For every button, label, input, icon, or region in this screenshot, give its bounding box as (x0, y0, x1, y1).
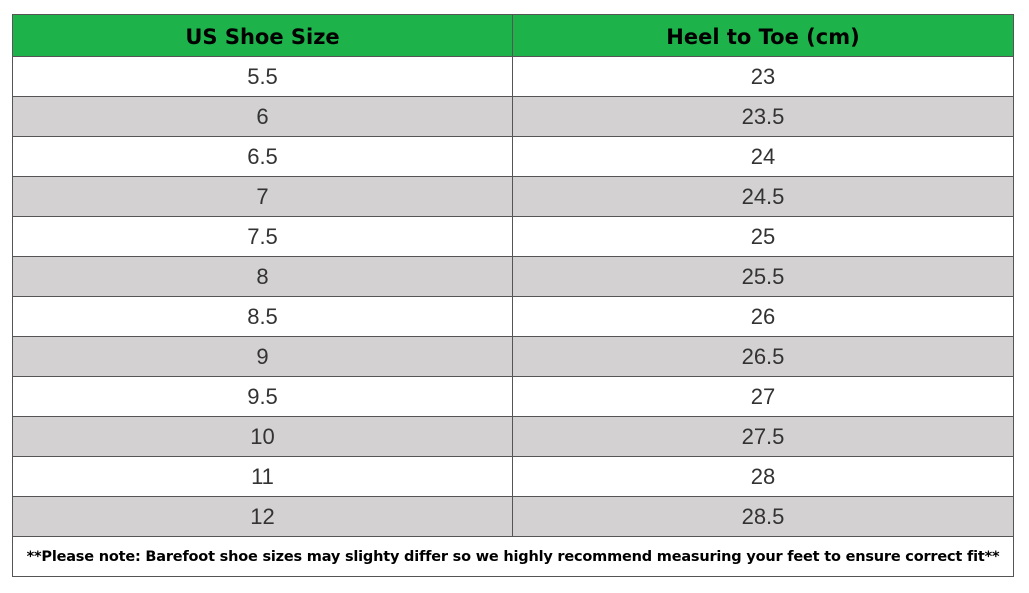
us-size-cell: 12 (12, 496, 513, 537)
us-size-cell: 8.5 (12, 296, 513, 337)
table-row: 5.5 23 (12, 56, 1014, 97)
table-row: 7 24.5 (12, 176, 1014, 217)
heel-to-toe-cell: 27 (512, 376, 1014, 417)
heel-to-toe-cell: 28 (512, 456, 1014, 497)
heel-to-toe-cell: 26.5 (512, 336, 1014, 377)
us-size-cell: 5.5 (12, 56, 513, 97)
heel-to-toe-cell: 26 (512, 296, 1014, 337)
table-row: 10 27.5 (12, 416, 1014, 457)
us-size-cell: 8 (12, 256, 513, 297)
us-size-cell: 7.5 (12, 216, 513, 257)
header-heel-to-toe: Heel to Toe (cm) (512, 14, 1014, 57)
header-us-shoe-size: US Shoe Size (12, 14, 513, 57)
note-row: **Please note: Barefoot shoe sizes may s… (12, 536, 1014, 577)
table-row: 6 23.5 (12, 96, 1014, 137)
shoe-size-table: US Shoe Size Heel to Toe (cm) 5.5 23 6 23.5… (12, 14, 1014, 577)
table-row: 11 28 (12, 456, 1014, 497)
table-row: 12 28.5 (12, 496, 1014, 537)
us-size-cell: 9.5 (12, 376, 513, 417)
table-row: 8.5 26 (12, 296, 1014, 337)
us-size-cell: 6.5 (12, 136, 513, 177)
us-size-cell: 9 (12, 336, 513, 377)
us-size-cell: 11 (12, 456, 513, 497)
heel-to-toe-cell: 28.5 (512, 496, 1014, 537)
heel-to-toe-cell: 25.5 (512, 256, 1014, 297)
table-row: 9.5 27 (12, 376, 1014, 417)
fit-note: **Please note: Barefoot shoe sizes may s… (12, 536, 1014, 577)
us-size-cell: 7 (12, 176, 513, 217)
heel-to-toe-cell: 23.5 (512, 96, 1014, 137)
us-size-cell: 6 (12, 96, 513, 137)
table-row: 9 26.5 (12, 336, 1014, 377)
heel-to-toe-cell: 24 (512, 136, 1014, 177)
heel-to-toe-cell: 24.5 (512, 176, 1014, 217)
heel-to-toe-cell: 25 (512, 216, 1014, 257)
header-row: US Shoe Size Heel to Toe (cm) (12, 14, 1014, 57)
table-row: 7.5 25 (12, 216, 1014, 257)
size-rows: 5.5 23 6 23.5 6.5 24 7 24.5 7.5 25 8 25.5 8.5 26 9 26.5… (12, 56, 1014, 537)
table-row: 6.5 24 (12, 136, 1014, 177)
us-size-cell: 10 (12, 416, 513, 457)
heel-to-toe-cell: 23 (512, 56, 1014, 97)
heel-to-toe-cell: 27.5 (512, 416, 1014, 457)
table-row: 8 25.5 (12, 256, 1014, 297)
